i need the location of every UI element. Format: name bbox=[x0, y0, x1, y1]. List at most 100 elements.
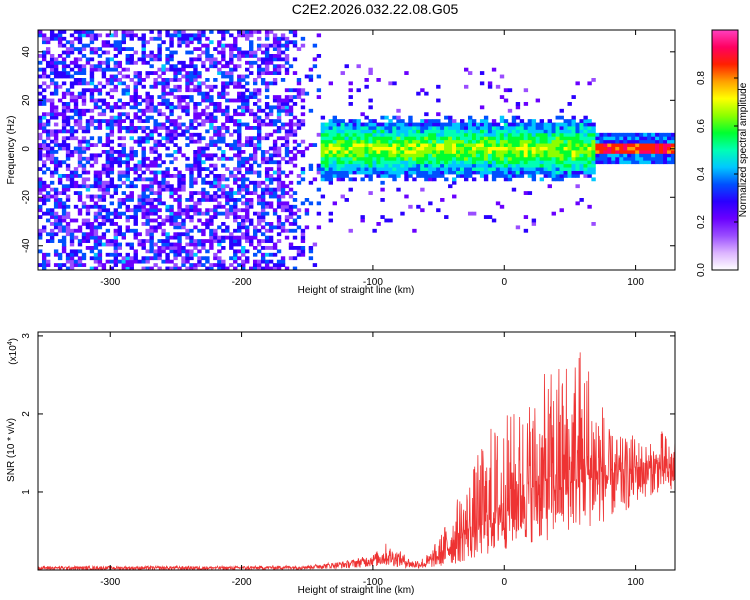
heatmap-cell bbox=[372, 143, 377, 147]
heatmap-cell bbox=[352, 129, 357, 134]
heatmap-cell bbox=[460, 122, 465, 127]
snr-y-multiplier-exp: 4 bbox=[7, 341, 14, 345]
heatmap-cell bbox=[149, 64, 154, 69]
heatmap-cell bbox=[153, 198, 158, 202]
heatmap-cell bbox=[233, 235, 238, 240]
heatmap-cell bbox=[197, 81, 202, 86]
heatmap-cell bbox=[280, 259, 286, 264]
heatmap-cell bbox=[221, 228, 226, 233]
heatmap-cell bbox=[404, 122, 409, 127]
heatmap-cell bbox=[61, 146, 67, 151]
heatmap-cell bbox=[109, 170, 115, 175]
heatmap-cell bbox=[432, 143, 437, 147]
heatmap-cell bbox=[61, 218, 67, 223]
heatmap-cell bbox=[420, 132, 425, 137]
heatmap-cell bbox=[85, 129, 91, 134]
heatmap-cell bbox=[85, 139, 91, 144]
heatmap-cell bbox=[288, 228, 294, 233]
heatmap-cell bbox=[424, 156, 429, 161]
heatmap-cell bbox=[495, 174, 501, 178]
heatmap-cell bbox=[93, 98, 99, 103]
heatmap-cell bbox=[408, 143, 413, 147]
heatmap-cell bbox=[113, 60, 119, 65]
heatmap-cell bbox=[284, 105, 290, 110]
heatmap-cell bbox=[229, 78, 234, 82]
heatmap-cell bbox=[53, 225, 59, 230]
heatmap-cell bbox=[316, 95, 322, 99]
heatmap-cell bbox=[65, 91, 71, 96]
heatmap-cell bbox=[535, 139, 541, 144]
spectrogram-y-tick-label: -20 bbox=[21, 190, 32, 205]
heatmap-cell bbox=[69, 184, 75, 189]
heatmap-cell bbox=[229, 67, 234, 72]
heatmap-cell bbox=[328, 163, 334, 168]
heatmap-cell bbox=[623, 146, 628, 151]
heatmap-cell bbox=[264, 187, 270, 192]
heatmap-cell bbox=[408, 136, 413, 141]
heatmap-cell bbox=[201, 153, 206, 158]
heatmap-cell bbox=[328, 129, 334, 134]
heatmap-cell bbox=[65, 204, 71, 209]
heatmap-cell bbox=[245, 54, 250, 58]
heatmap-cell bbox=[185, 105, 190, 110]
heatmap-cell bbox=[595, 146, 600, 151]
heatmap-cell bbox=[113, 119, 119, 123]
heatmap-cell bbox=[217, 146, 222, 151]
heatmap-cell bbox=[177, 122, 182, 127]
heatmap-cell bbox=[292, 163, 298, 168]
heatmap-cell bbox=[173, 126, 178, 130]
heatmap-cell bbox=[412, 126, 417, 130]
heatmap-cell bbox=[332, 126, 337, 130]
heatmap-cell bbox=[372, 126, 377, 130]
heatmap-cell bbox=[177, 225, 182, 230]
heatmap-cell bbox=[364, 163, 369, 168]
heatmap-cell bbox=[288, 98, 294, 103]
heatmap-cell bbox=[133, 84, 138, 89]
heatmap-cell bbox=[404, 132, 409, 137]
heatmap-cell bbox=[595, 150, 600, 154]
heatmap-cell bbox=[428, 119, 433, 123]
heatmap-cell bbox=[157, 194, 162, 199]
heatmap-cell bbox=[515, 143, 521, 147]
heatmap-cell bbox=[197, 115, 202, 120]
heatmap-cell bbox=[69, 136, 75, 141]
heatmap-cell bbox=[587, 81, 592, 86]
heatmap-cell bbox=[77, 191, 83, 195]
heatmap-cell bbox=[428, 156, 433, 161]
heatmap-cell bbox=[57, 60, 63, 65]
heatmap-cell bbox=[324, 139, 330, 144]
heatmap-cell bbox=[404, 129, 409, 134]
heatmap-cell bbox=[121, 256, 126, 261]
heatmap-cell bbox=[491, 132, 497, 137]
heatmap-cell bbox=[424, 129, 429, 134]
heatmap-cell bbox=[61, 160, 67, 165]
heatmap-cell bbox=[61, 57, 67, 62]
heatmap-cell bbox=[101, 170, 107, 175]
heatmap-cell bbox=[169, 129, 174, 134]
heatmap-cell bbox=[237, 139, 242, 144]
heatmap-cell bbox=[527, 167, 533, 171]
heatmap-cell bbox=[169, 222, 174, 226]
heatmap-cell bbox=[471, 122, 477, 127]
heatmap-cell bbox=[260, 246, 266, 250]
heatmap-cell bbox=[336, 150, 341, 154]
heatmap-cell bbox=[396, 132, 401, 137]
heatmap-cell bbox=[241, 246, 246, 250]
heatmap-cell bbox=[272, 266, 278, 270]
heatmap-cell bbox=[237, 153, 242, 158]
heatmap-cell bbox=[41, 146, 47, 151]
heatmap-cell bbox=[264, 263, 270, 267]
heatmap-cell bbox=[73, 252, 79, 257]
heatmap-cell bbox=[436, 98, 441, 103]
heatmap-cell bbox=[380, 198, 385, 202]
heatmap-cell bbox=[511, 119, 517, 123]
heatmap-cell bbox=[428, 201, 433, 206]
heatmap-cell bbox=[623, 160, 628, 165]
heatmap-cell bbox=[420, 122, 425, 127]
heatmap-cell bbox=[141, 266, 146, 270]
heatmap-cell bbox=[193, 102, 198, 106]
heatmap-cell bbox=[252, 54, 258, 58]
heatmap-cell bbox=[535, 163, 541, 168]
heatmap-cell bbox=[221, 163, 226, 168]
heatmap-cell bbox=[272, 40, 278, 45]
